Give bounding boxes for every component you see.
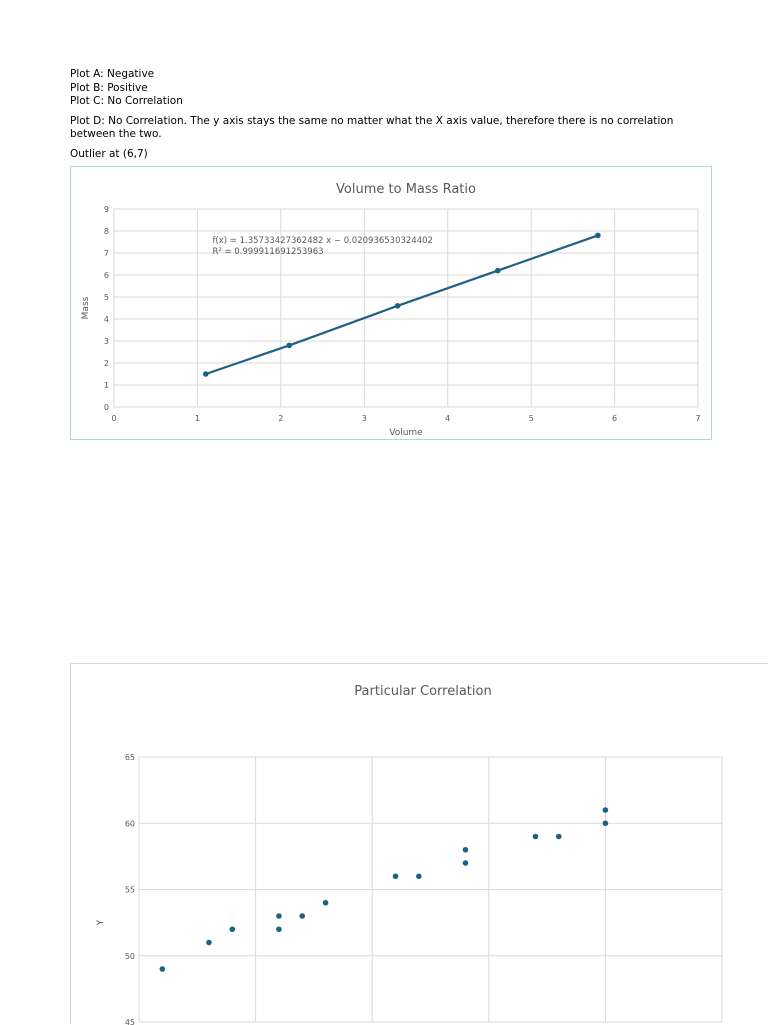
- y-tick-label: 55: [125, 886, 135, 895]
- y-axis-label: Mass: [81, 296, 91, 319]
- x-tick-label: 5: [529, 414, 534, 423]
- trendline-r-squared: R² = 0.999911691253963: [212, 247, 323, 257]
- y-tick-label: 1: [104, 381, 109, 390]
- data-point: [555, 833, 562, 840]
- x-tick-label: 4: [445, 414, 450, 423]
- particular-correlation-chart-svg: Particular Correlation 45 50 55 60 65 Y: [96, 684, 723, 1025]
- y-tick-label: 8: [104, 227, 109, 236]
- y-tick-label: 2: [104, 359, 109, 368]
- x-tick-label: 1: [195, 414, 200, 423]
- y-tick-label: 7: [104, 249, 109, 258]
- data-point: [276, 926, 282, 933]
- volume-mass-chart-svg: Volume to Mass Ratio 0 1 2 3 4 5 6 7 8 9 0 1 2 3 4 5 6 7 Vo…: [81, 182, 701, 438]
- particular-correlation-chart: Particular Correlation 45 50 55 60 65 Y: [70, 663, 768, 1025]
- data-point: [416, 873, 422, 880]
- note-outlier: Outlier at (6,7): [70, 147, 148, 160]
- notes-block: Plot A: Negative Plot B: Positive Plot C…: [70, 68, 710, 161]
- data-point: [462, 860, 469, 866]
- trendline-equation: f(x) = 1.35733427362482 x − 0.0209365303…: [212, 236, 433, 246]
- data-point: [392, 873, 399, 880]
- data-point: [602, 807, 609, 813]
- data-point: [494, 267, 501, 274]
- data-point: [462, 846, 469, 853]
- data-point: [229, 926, 236, 933]
- y-tick-label: 9: [104, 205, 109, 214]
- note-plot-c: Plot C: No Correlation: [70, 95, 183, 107]
- y-tick-label: 65: [125, 753, 135, 762]
- y-tick-label: 45: [125, 1018, 135, 1025]
- volume-mass-chart: Volume to Mass Ratio 0 1 2 3 4 5 6 7 8 9 0 1 2 3 4 5 6 7 Vo…: [70, 166, 712, 440]
- chart-title: Particular Correlation: [354, 684, 491, 699]
- x-tick-label: 6: [612, 414, 617, 423]
- y-tick-label: 60: [125, 819, 135, 828]
- chart-title: Volume to Mass Ratio: [336, 182, 476, 197]
- y-tick-label: 0: [104, 403, 109, 412]
- data-point: [532, 833, 539, 840]
- y-tick-label: 6: [104, 271, 109, 280]
- data-point: [202, 371, 209, 377]
- data-point: [276, 913, 282, 919]
- y-axis-label: Y: [96, 919, 106, 926]
- y-tick-label: 3: [104, 337, 109, 346]
- x-tick-label: 7: [695, 414, 700, 423]
- data-point: [206, 939, 212, 946]
- data-point: [322, 899, 329, 906]
- data-point: [595, 232, 601, 239]
- note-plot-d: Plot D: No Correlation. The y axis stays…: [70, 114, 674, 141]
- y-tick-label: 4: [104, 315, 109, 324]
- data-point: [286, 342, 292, 349]
- x-tick-label: 3: [362, 414, 367, 423]
- x-axis-label: Volume: [389, 428, 423, 438]
- data-point: [159, 966, 166, 972]
- data-point: [602, 820, 609, 827]
- y-tick-label: 5: [104, 293, 109, 302]
- x-tick-label: 2: [278, 414, 283, 423]
- y-tick-label: 50: [125, 952, 135, 961]
- note-plot-b: Plot B: Positive: [70, 81, 148, 94]
- data-point: [299, 913, 306, 919]
- x-tick-label: 0: [111, 414, 116, 423]
- data-point: [394, 303, 401, 309]
- note-plot-a: Plot A: Negative: [70, 68, 155, 80]
